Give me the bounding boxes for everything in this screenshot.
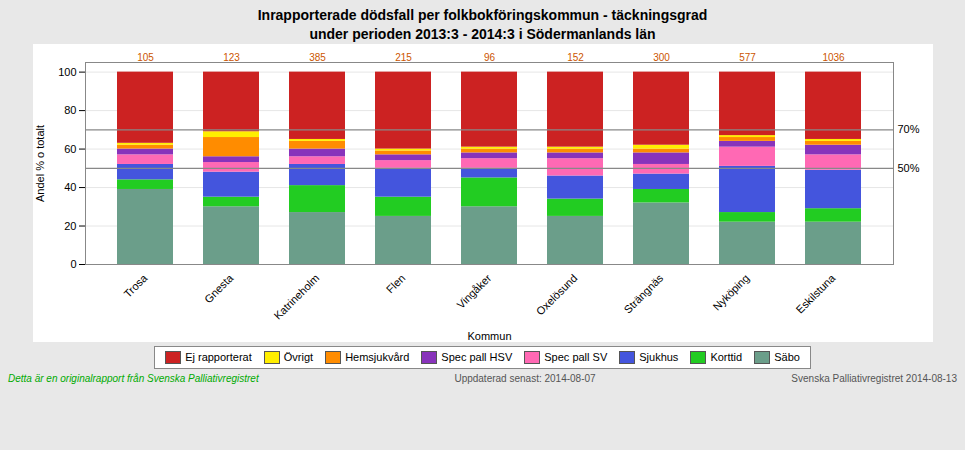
html-text:Inrapporterade dödsfall per fo: Inrapporterade dödsfall per folkbokförin… (257, 7, 708, 42)
svg-text:Oxelösund: Oxelösund (533, 272, 579, 318)
html-text:Spec pall SV: Spec pall SV (544, 351, 608, 364)
svg-text:123: 123 (223, 51, 240, 62)
svg-text:100: 100 (58, 65, 76, 77)
svg-text:Katrineholm: Katrineholm (271, 272, 321, 322)
svg-text:215: 215 (395, 51, 412, 62)
svg-text:Flen: Flen (383, 272, 407, 296)
svg-text:96: 96 (483, 51, 495, 62)
html-text:Övrigt: Övrigt (283, 351, 314, 364)
svg-text:577: 577 (739, 51, 756, 62)
svg-text:Gnesta: Gnesta (201, 271, 235, 305)
svg-text:1036: 1036 (822, 51, 845, 62)
svg-text:Strängnäs: Strängnäs (621, 271, 665, 315)
html-text:Svenska Palliativregistret 201: Svenska Palliativregistret 2014-08-13 (791, 372, 957, 384)
html-text:Sjukhus: Sjukhus (639, 351, 679, 364)
svg-text:Nyköping: Nyköping (710, 272, 751, 313)
svg-text:300: 300 (653, 51, 670, 62)
html-text:Ej rapporterat: Ej rapporterat (185, 351, 252, 364)
svg-text:Eskilstuna: Eskilstuna (793, 271, 838, 316)
html-text:Korttid: Korttid (710, 351, 743, 364)
svg-text:Andel % o totalt: Andel % o totalt (34, 125, 46, 202)
svg-text:60: 60 (64, 142, 76, 154)
svg-text:152: 152 (567, 51, 584, 62)
html-text:Säbo: Säbo (774, 351, 800, 364)
html-text:Hemsjukvård: Hemsjukvård (345, 351, 410, 364)
html-text:Spec pall HSV: Spec pall HSV (441, 351, 513, 364)
svg-text:80: 80 (64, 104, 76, 116)
svg-text:105: 105 (137, 51, 154, 62)
html-text:Uppdaterad senast: 2014-08-07: Uppdaterad senast: 2014-08-07 (454, 372, 596, 384)
svg-text:Kommun: Kommun (467, 329, 511, 341)
html-text:Detta är en originalrapport fr: Detta är en originalrapport från Svenska… (8, 372, 259, 384)
svg-text:Trosa: Trosa (121, 271, 150, 300)
svg-text:70%: 70% (897, 123, 919, 135)
svg-text:20: 20 (64, 219, 76, 231)
svg-text:Vingåker: Vingåker (454, 271, 493, 310)
svg-text:0: 0 (70, 258, 76, 270)
svg-text:50%: 50% (897, 162, 919, 174)
svg-text:385: 385 (309, 51, 326, 62)
svg-text:40: 40 (64, 181, 76, 193)
